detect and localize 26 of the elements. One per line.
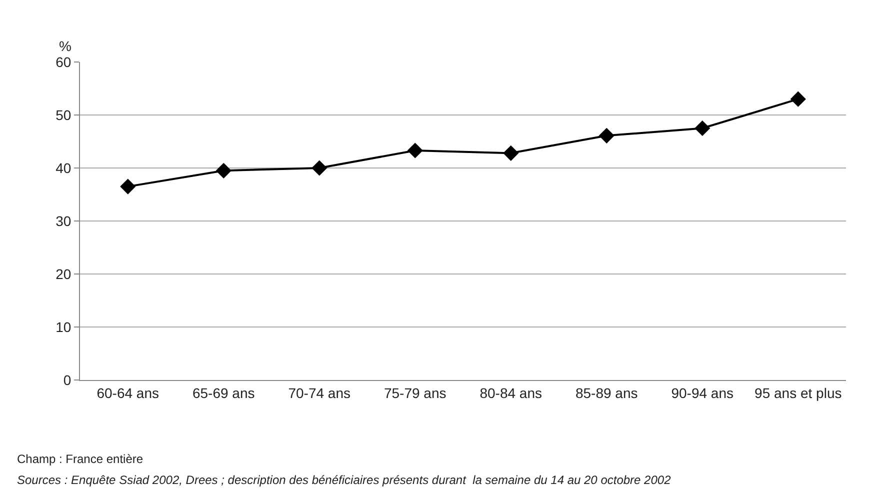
y-tick-label: 0 [63, 372, 72, 388]
y-tick-label: 40 [56, 160, 72, 176]
point [790, 91, 806, 107]
y-tick-label: 20 [56, 266, 72, 282]
x-tick-label: 60-64 ans [96, 384, 160, 401]
x-tick-label: 70-74 ans [288, 384, 351, 401]
x-tick-label: 95 ans et plus [754, 384, 842, 401]
x-tick-label: 65-69 ans [192, 384, 255, 401]
x-tick-label: 90-94 ans [671, 384, 734, 401]
y-axis-title: % [59, 38, 72, 54]
point [216, 162, 232, 178]
point [120, 178, 136, 194]
x-tick-label: 75-79 ans [384, 384, 446, 401]
text: Champ : France entière [17, 452, 144, 466]
point [312, 160, 328, 176]
source-note: Sources : Enquête Ssiad 2002, Drees ; description des bénéficiaires présents durant la semaine du 14 au 20 octobre 2002 [17, 473, 672, 487]
y-tick-label: 30 [56, 212, 72, 229]
point [598, 128, 614, 144]
point [407, 142, 423, 158]
x-tick-label: 85-89 ans [575, 384, 638, 401]
point [694, 120, 710, 136]
point [503, 145, 519, 161]
y-tick-label: 50 [56, 106, 72, 123]
x-tick-label: 80-84 ans [480, 384, 542, 401]
y-tick-label: 60 [56, 54, 72, 70]
y-tick-label: 10 [56, 318, 72, 335]
